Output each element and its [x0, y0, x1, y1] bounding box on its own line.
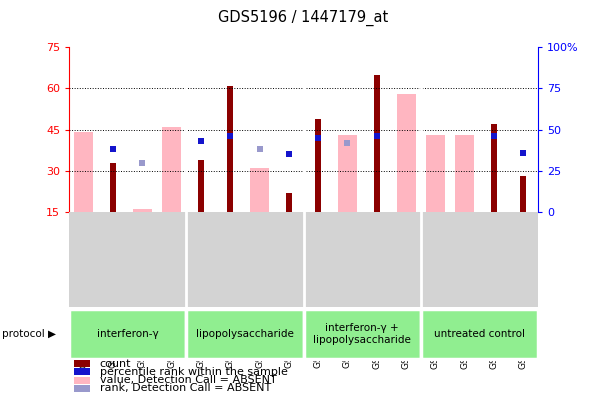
Bar: [455, 135, 474, 212]
FancyBboxPatch shape: [74, 360, 90, 367]
Bar: [520, 176, 526, 212]
FancyBboxPatch shape: [304, 309, 421, 359]
FancyBboxPatch shape: [69, 309, 186, 359]
Text: lipopolysaccharide: lipopolysaccharide: [196, 329, 294, 339]
FancyBboxPatch shape: [421, 309, 538, 359]
Text: interferon-γ: interferon-γ: [97, 329, 159, 339]
Bar: [374, 75, 380, 212]
Bar: [338, 135, 357, 212]
Text: count: count: [100, 359, 131, 369]
Bar: [315, 119, 322, 212]
Bar: [426, 135, 445, 212]
Text: untreated control: untreated control: [434, 329, 525, 339]
Bar: [198, 160, 204, 212]
Text: rank, Detection Call = ABSENT: rank, Detection Call = ABSENT: [100, 383, 271, 393]
Bar: [227, 86, 233, 212]
Bar: [250, 168, 269, 212]
Bar: [110, 163, 116, 212]
Text: protocol ▶: protocol ▶: [2, 329, 56, 339]
Bar: [285, 193, 292, 212]
FancyBboxPatch shape: [74, 376, 90, 384]
FancyBboxPatch shape: [186, 309, 304, 359]
FancyBboxPatch shape: [74, 368, 90, 375]
FancyBboxPatch shape: [74, 385, 90, 392]
Bar: [162, 127, 181, 212]
Bar: [75, 132, 93, 212]
Text: interferon-γ +
lipopolysaccharide: interferon-γ + lipopolysaccharide: [313, 323, 411, 345]
Bar: [397, 94, 415, 212]
Text: value, Detection Call = ABSENT: value, Detection Call = ABSENT: [100, 375, 276, 385]
Bar: [491, 124, 497, 212]
Bar: [133, 209, 152, 212]
Text: GDS5196 / 1447179_at: GDS5196 / 1447179_at: [218, 10, 389, 26]
Text: percentile rank within the sample: percentile rank within the sample: [100, 367, 287, 376]
